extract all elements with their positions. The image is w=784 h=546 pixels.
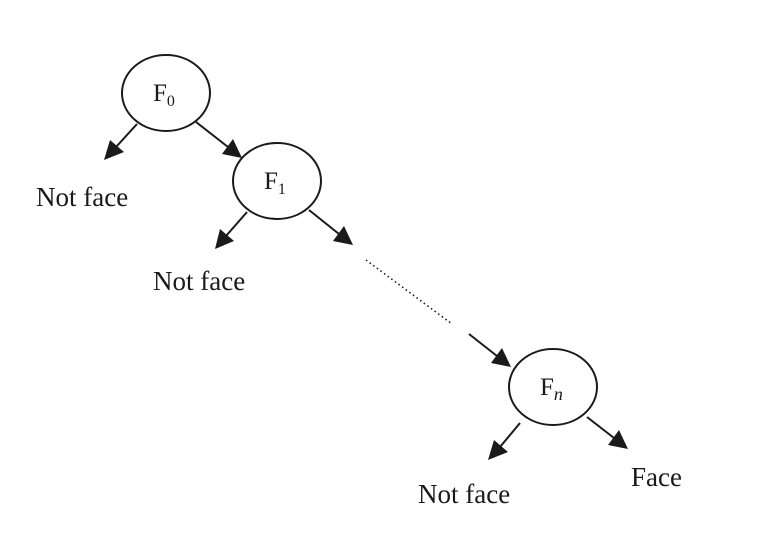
outcome-label-fn-reject: Not face bbox=[418, 479, 510, 509]
stage-subscript: 1 bbox=[278, 181, 286, 198]
arrow-to-fn bbox=[468, 333, 511, 367]
arrow-fn-accept bbox=[586, 416, 628, 449]
stage-node-f1: F1 bbox=[232, 142, 322, 220]
dotted-continuation bbox=[365, 259, 453, 325]
outcome-label-f0-reject: Not face bbox=[36, 182, 128, 212]
outcome-label-fn-accept: Face bbox=[631, 462, 682, 492]
stage-letter: F bbox=[153, 80, 167, 107]
arrow-fn-reject bbox=[488, 422, 521, 460]
stage-node-fn: Fn bbox=[508, 348, 598, 426]
arrow-f0-to-f1 bbox=[195, 121, 242, 158]
svg-text:F0: F0 bbox=[153, 80, 175, 110]
svg-text:F1: F1 bbox=[264, 168, 286, 198]
stage-node-f0: F0 bbox=[121, 54, 211, 132]
arrow-f1-to-next bbox=[308, 209, 353, 245]
stage-subscript: n bbox=[554, 384, 563, 404]
stage-subscript: 0 bbox=[167, 93, 175, 110]
svg-text:Fn: Fn bbox=[540, 374, 563, 404]
stage-letter: F bbox=[264, 168, 278, 195]
outcome-label-f1-reject: Not face bbox=[153, 266, 245, 296]
arrow-f0-reject bbox=[104, 123, 138, 160]
stage-letter: F bbox=[540, 374, 554, 401]
arrow-f1-reject bbox=[215, 211, 248, 249]
